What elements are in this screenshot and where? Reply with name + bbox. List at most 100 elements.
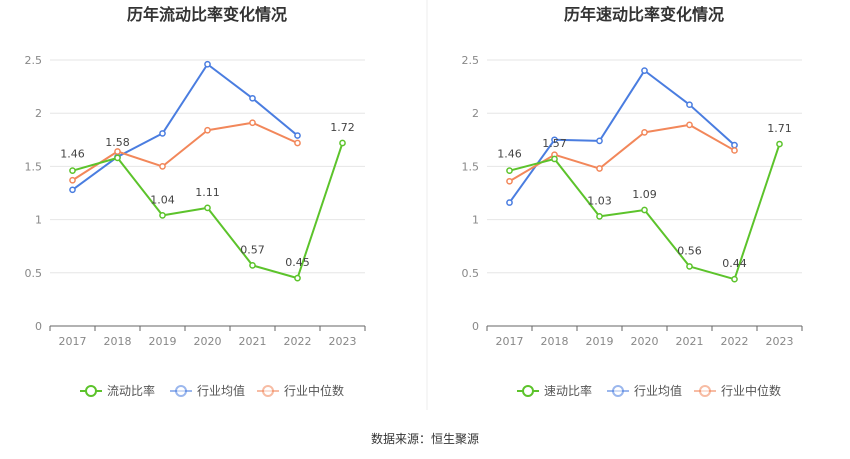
data-label: 1.09 — [632, 188, 657, 201]
y-tick-label: 2 — [472, 107, 479, 120]
legend-item: 行业中位数 — [694, 383, 781, 398]
x-tick-label: 2018 — [104, 335, 132, 348]
chart-1: 历年流动比率变化情况 0 0.5 1 1.5 2 2.5 2017 2018 2019 2020 20… — [25, 5, 366, 398]
series-line — [71, 63, 299, 191]
legend-marker — [522, 385, 534, 397]
x-tick-label: 2021 — [239, 335, 267, 348]
data-point — [641, 67, 648, 74]
data-point — [69, 167, 76, 175]
x-tick-label: 2022 — [721, 335, 749, 348]
legend-label: 行业中位数 — [284, 383, 344, 398]
data-label: 1.04 — [150, 193, 175, 206]
data-point — [551, 155, 558, 163]
legend-item: 速动比率 — [517, 383, 592, 398]
data-label: 0.57 — [240, 243, 265, 256]
data-point — [204, 126, 211, 134]
data-point — [204, 204, 211, 212]
chart-title: 历年流动比率变化情况 — [127, 5, 287, 24]
data-point — [114, 154, 121, 162]
y-tick-label: 2 — [35, 107, 42, 120]
series-line — [71, 121, 298, 182]
data-point — [339, 139, 346, 147]
data-label: 1.46 — [497, 148, 522, 161]
legend-marker — [175, 385, 187, 397]
x-tick-label: 2019 — [149, 335, 177, 348]
data-point — [159, 163, 166, 170]
data-point — [596, 165, 603, 172]
legend-item: 行业中位数 — [257, 383, 344, 398]
legend-label: 流动比率 — [107, 383, 155, 398]
x-tick-label: 2020 — [194, 335, 222, 348]
data-label: 1.58 — [105, 136, 130, 149]
data-label: 1.57 — [542, 137, 567, 150]
y-tick-label: 1.5 — [25, 160, 43, 173]
chart-title: 历年速动比率变化情况 — [564, 5, 724, 24]
data-point — [686, 263, 693, 270]
data-point — [551, 136, 558, 144]
data-label: 1.03 — [587, 194, 612, 207]
data-point — [776, 140, 783, 148]
legend-item: 行业均值 — [607, 383, 682, 398]
series-line — [508, 69, 736, 204]
legend-label: 行业中位数 — [721, 383, 781, 398]
legend-marker — [612, 385, 624, 397]
data-point — [204, 60, 211, 68]
data-point — [114, 148, 121, 155]
data-source-note: 数据来源：恒生聚源 — [370, 432, 479, 446]
x-tick-label: 2022 — [284, 335, 312, 348]
data-point — [159, 130, 166, 137]
data-label: 0.56 — [677, 244, 702, 257]
y-tick-label: 0.5 — [25, 267, 43, 280]
legend-marker — [262, 385, 274, 397]
data-label: 0.44 — [722, 257, 747, 270]
data-point — [596, 213, 603, 220]
x-tick-label: 2023 — [329, 335, 357, 348]
data-point — [506, 199, 513, 206]
data-point — [249, 94, 256, 102]
y-tick-label: 0.5 — [462, 267, 480, 280]
x-tick-label: 2020 — [631, 335, 659, 348]
data-label: 1.72 — [330, 121, 355, 134]
data-point — [159, 211, 166, 219]
series-line — [508, 123, 735, 183]
legend-label: 行业均值 — [634, 383, 682, 398]
x-tick-label: 2017 — [59, 335, 87, 348]
data-point — [69, 186, 76, 194]
data-label: 0.45 — [285, 256, 310, 269]
data-point — [686, 121, 693, 129]
data-point — [506, 177, 513, 185]
data-point — [731, 141, 738, 149]
data-point — [294, 139, 301, 147]
y-tick-label: 1 — [472, 214, 479, 227]
data-point — [506, 167, 513, 175]
y-tick-label: 1.5 — [462, 160, 480, 173]
x-tick-label: 2019 — [586, 335, 614, 348]
data-point — [294, 274, 301, 282]
y-tick-label: 2.5 — [462, 54, 480, 67]
x-tick-label: 2018 — [541, 335, 569, 348]
data-point — [294, 132, 301, 139]
data-point — [731, 147, 738, 154]
data-label: 1.11 — [195, 186, 220, 199]
legend-item: 流动比率 — [80, 383, 155, 398]
data-point — [641, 206, 648, 214]
y-tick-label: 2.5 — [25, 54, 43, 67]
legend-label: 行业均值 — [197, 383, 245, 398]
data-point — [249, 119, 256, 127]
legend-item: 行业均值 — [170, 383, 245, 398]
y-tick-label: 1 — [35, 214, 42, 227]
y-tick-label: 0 — [472, 320, 479, 333]
x-tick-label: 2021 — [676, 335, 704, 348]
x-tick-label: 2017 — [496, 335, 524, 348]
data-point — [596, 137, 603, 145]
data-point — [731, 275, 738, 283]
data-point — [69, 176, 76, 184]
legend-marker — [85, 385, 97, 397]
data-point — [686, 101, 693, 109]
x-tick-label: 2023 — [766, 335, 794, 348]
data-point — [249, 262, 256, 269]
y-tick-label: 0 — [35, 320, 42, 333]
data-label: 1.46 — [60, 148, 85, 161]
legend-marker — [699, 385, 711, 397]
